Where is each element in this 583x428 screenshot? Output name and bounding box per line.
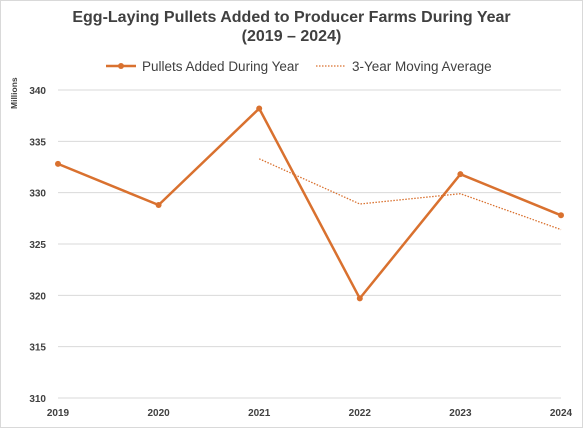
y-tick-label: 320 [29, 291, 46, 302]
data-point-pullets [356, 295, 363, 302]
y-tick-label: 335 [29, 137, 46, 148]
data-point-pullets [155, 201, 162, 208]
legend-swatch-dotted [316, 65, 346, 67]
chart-subtitle: (2019 – 2024) [241, 28, 342, 45]
data-point-pullets [256, 105, 263, 112]
data-point-pullets [55, 160, 61, 167]
x-tick-label: 2022 [349, 408, 372, 419]
chart-title: Egg-Laying Pullets Added to Producer Far… [72, 9, 511, 26]
y-tick-label: 330 [29, 189, 46, 200]
data-point-pullets [558, 212, 564, 219]
y-tick-label: 325 [29, 240, 46, 251]
y-tick-label: 315 [29, 343, 46, 354]
series-line-moving-average [258, 158, 562, 231]
x-tick-label: 2021 [248, 408, 271, 419]
legend-label-pullets: Pullets Added During Year [142, 58, 299, 74]
data-point-pullets [457, 171, 464, 178]
legend-label-moving-average: 3-Year Moving Average [352, 58, 492, 74]
legend-swatch-solid [106, 63, 136, 69]
legend-item-pullets: Pullets Added During Year [106, 57, 299, 75]
y-tick-label: 340 [29, 86, 46, 97]
x-tick-label: 2024 [550, 408, 573, 419]
x-tick-label: 2023 [449, 408, 472, 419]
x-tick-label: 2020 [147, 408, 170, 419]
chart-legend: Pullets Added During Year 3-Year Moving … [0, 57, 583, 75]
y-tick-label: 310 [29, 394, 46, 405]
legend-item-moving-average: 3-Year Moving Average [316, 57, 492, 75]
x-tick-label: 2019 [47, 408, 70, 419]
series-line-pullets [57, 107, 562, 300]
